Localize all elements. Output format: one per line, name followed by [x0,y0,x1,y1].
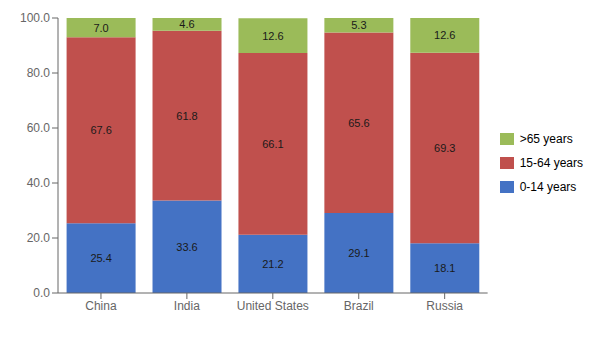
svg-text:61.8: 61.8 [176,110,197,122]
svg-text:7.0: 7.0 [93,22,108,34]
svg-text:4.6: 4.6 [179,18,194,30]
svg-text:5.3: 5.3 [351,19,366,31]
svg-text:29.1: 29.1 [348,247,369,259]
svg-text:18.1: 18.1 [434,262,455,274]
svg-text:69.3: 69.3 [434,142,455,154]
svg-text:China: China [85,299,117,313]
svg-text:Brazil: Brazil [344,299,374,313]
html-text:>65 years: >65 years [519,132,573,146]
svg-text:67.6: 67.6 [90,124,111,136]
svg-text:60.0: 60.0 [27,121,51,135]
svg-text:80.0: 80.0 [27,66,51,80]
svg-text:100.0: 100.0 [20,11,50,25]
svg-text:0.0: 0.0 [33,286,50,300]
svg-text:21.2: 21.2 [262,258,283,270]
svg-text:20.0: 20.0 [27,231,51,245]
svg-text:12.6: 12.6 [262,30,283,42]
svg-text:25.4: 25.4 [90,252,111,264]
svg-text:33.6: 33.6 [176,241,197,253]
svg-text:India: India [174,299,200,313]
html-text:0-14 years: 0-14 years [519,180,577,194]
svg-text:12.6: 12.6 [434,29,455,41]
svg-text:Russia: Russia [426,299,463,313]
svg-text:66.1: 66.1 [262,138,283,150]
svg-text:40.0: 40.0 [27,176,51,190]
svg-text:65.6: 65.6 [348,117,369,129]
html-text:15-64 years: 15-64 years [519,156,583,170]
svg-text:United States: United States [237,299,309,313]
